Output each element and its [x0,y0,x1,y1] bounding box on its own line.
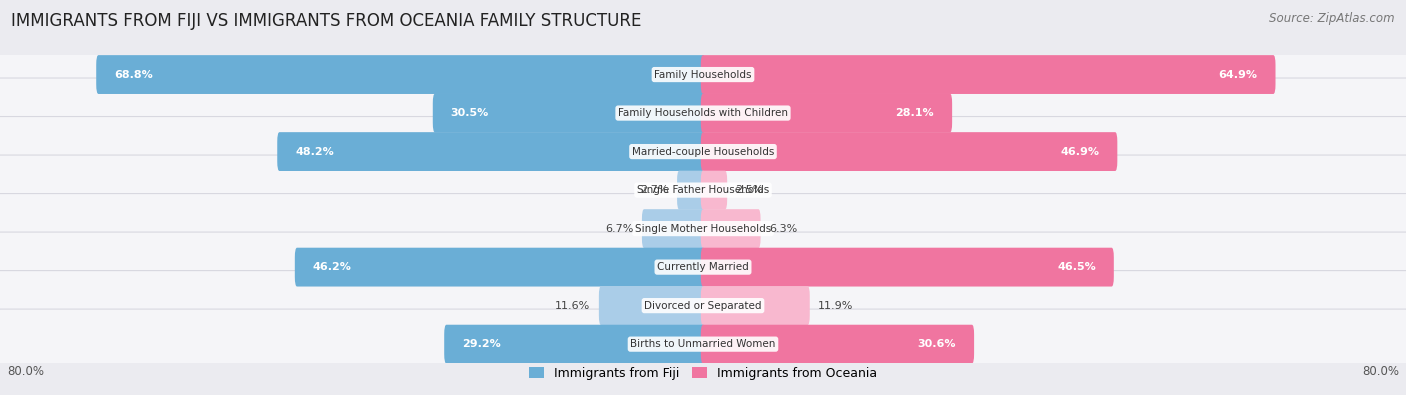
FancyBboxPatch shape [599,286,706,325]
Text: 80.0%: 80.0% [7,365,44,378]
Text: 30.6%: 30.6% [918,339,956,349]
Text: 46.9%: 46.9% [1060,147,1099,156]
Text: Divorced or Separated: Divorced or Separated [644,301,762,310]
FancyBboxPatch shape [678,171,706,209]
Text: 28.1%: 28.1% [896,108,934,118]
Text: 64.9%: 64.9% [1219,70,1257,79]
Text: IMMIGRANTS FROM FIJI VS IMMIGRANTS FROM OCEANIA FAMILY STRUCTURE: IMMIGRANTS FROM FIJI VS IMMIGRANTS FROM … [11,12,641,30]
FancyBboxPatch shape [700,209,761,248]
FancyBboxPatch shape [0,309,1406,379]
Text: Source: ZipAtlas.com: Source: ZipAtlas.com [1270,12,1395,25]
Text: Single Mother Households: Single Mother Households [636,224,770,233]
FancyBboxPatch shape [0,117,1406,186]
FancyBboxPatch shape [700,325,974,363]
FancyBboxPatch shape [295,248,706,286]
Text: 11.6%: 11.6% [555,301,591,310]
FancyBboxPatch shape [0,194,1406,263]
Text: 46.2%: 46.2% [312,262,352,272]
Text: 30.5%: 30.5% [451,108,489,118]
FancyBboxPatch shape [444,325,706,363]
Text: 6.7%: 6.7% [605,224,634,233]
FancyBboxPatch shape [0,232,1406,302]
Text: Family Households with Children: Family Households with Children [619,108,787,118]
Text: Family Households: Family Households [654,70,752,79]
Text: 2.7%: 2.7% [640,185,669,195]
FancyBboxPatch shape [0,271,1406,340]
Text: 48.2%: 48.2% [295,147,335,156]
FancyBboxPatch shape [96,55,706,94]
Text: 80.0%: 80.0% [1362,365,1399,378]
Legend: Immigrants from Fiji, Immigrants from Oceania: Immigrants from Fiji, Immigrants from Oc… [524,362,882,385]
FancyBboxPatch shape [700,94,952,132]
FancyBboxPatch shape [700,171,727,209]
FancyBboxPatch shape [0,40,1406,109]
Text: Single Father Households: Single Father Households [637,185,769,195]
FancyBboxPatch shape [700,55,1275,94]
FancyBboxPatch shape [643,209,706,248]
FancyBboxPatch shape [700,286,810,325]
Text: 2.5%: 2.5% [735,185,763,195]
FancyBboxPatch shape [700,248,1114,286]
FancyBboxPatch shape [700,132,1118,171]
FancyBboxPatch shape [277,132,706,171]
FancyBboxPatch shape [0,155,1406,225]
FancyBboxPatch shape [433,94,706,132]
Text: Currently Married: Currently Married [657,262,749,272]
Text: 68.8%: 68.8% [114,70,153,79]
Text: 6.3%: 6.3% [769,224,797,233]
Text: 46.5%: 46.5% [1057,262,1095,272]
FancyBboxPatch shape [0,78,1406,148]
Text: Births to Unmarried Women: Births to Unmarried Women [630,339,776,349]
Text: 11.9%: 11.9% [818,301,853,310]
Text: 29.2%: 29.2% [463,339,501,349]
Text: Married-couple Households: Married-couple Households [631,147,775,156]
